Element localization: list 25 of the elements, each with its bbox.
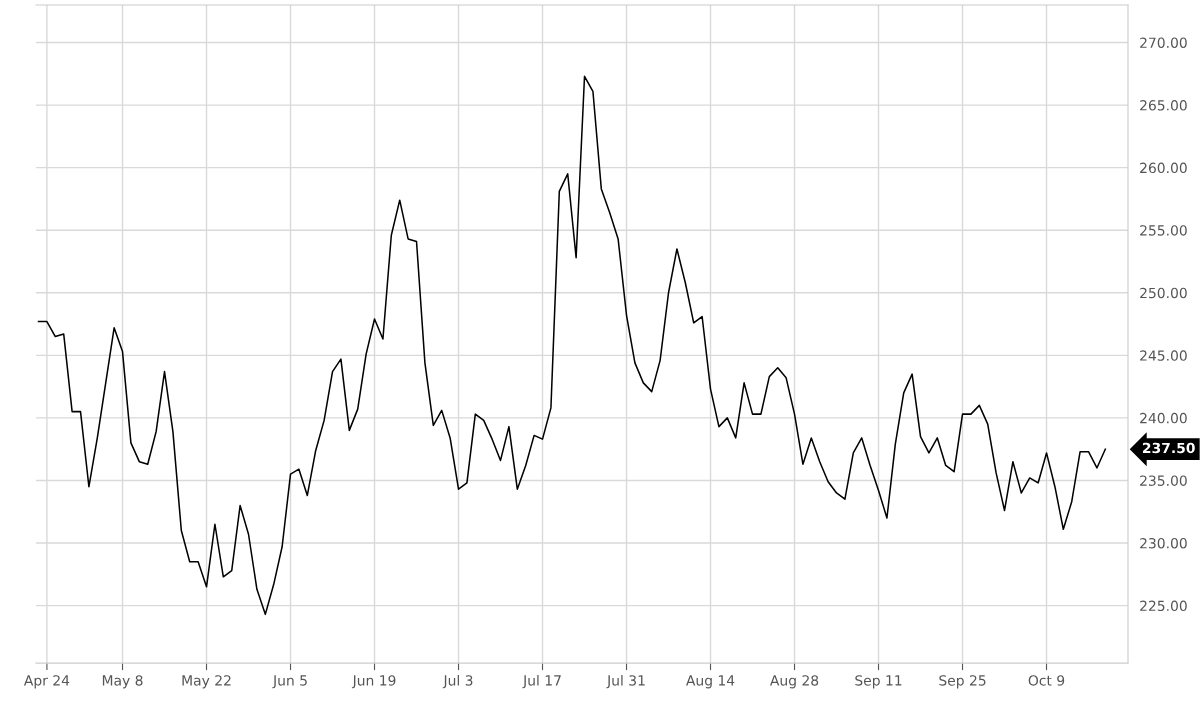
x-tick-label: Oct 9: [1028, 675, 1065, 686]
x-tick-label: Aug 14: [686, 675, 735, 689]
y-tick-label: 240.00: [1140, 412, 1187, 424]
x-tick-label: Jul 17: [522, 674, 561, 689]
text: 237.50: [1142, 442, 1195, 454]
y-tick-label: 245.00: [1140, 350, 1187, 361]
x-tick-label: Jul 3: [442, 674, 473, 689]
y-tick-label: 265.00: [1140, 100, 1187, 111]
x-tick-label: Aug 28: [770, 675, 819, 689]
x-tick-label: Apr 24: [23, 675, 70, 689]
y-tick-label: 235.00: [1140, 475, 1187, 486]
y-tick-label: 270.00: [1140, 37, 1187, 48]
x-tick-label: Jul 31: [606, 674, 645, 689]
x-tick-label: Jun 19: [351, 675, 396, 689]
y-tick-label: 225.00: [1140, 600, 1187, 612]
line-series: [37, 75, 1107, 616]
y-tick-label: 255.00: [1140, 225, 1187, 236]
x-tick-label: Sep 25: [939, 675, 986, 689]
y-tick-label: 250.00: [1140, 287, 1187, 299]
y-tick-label: 260.00: [1140, 162, 1187, 174]
x-tick-label: Jun 5: [272, 675, 307, 689]
y-tick-label: 230.00: [1140, 537, 1187, 549]
x-tick-label: Sep 11: [855, 675, 902, 689]
x-tick-label: May 8: [102, 675, 143, 689]
x-tick-label: May 22: [182, 675, 231, 689]
